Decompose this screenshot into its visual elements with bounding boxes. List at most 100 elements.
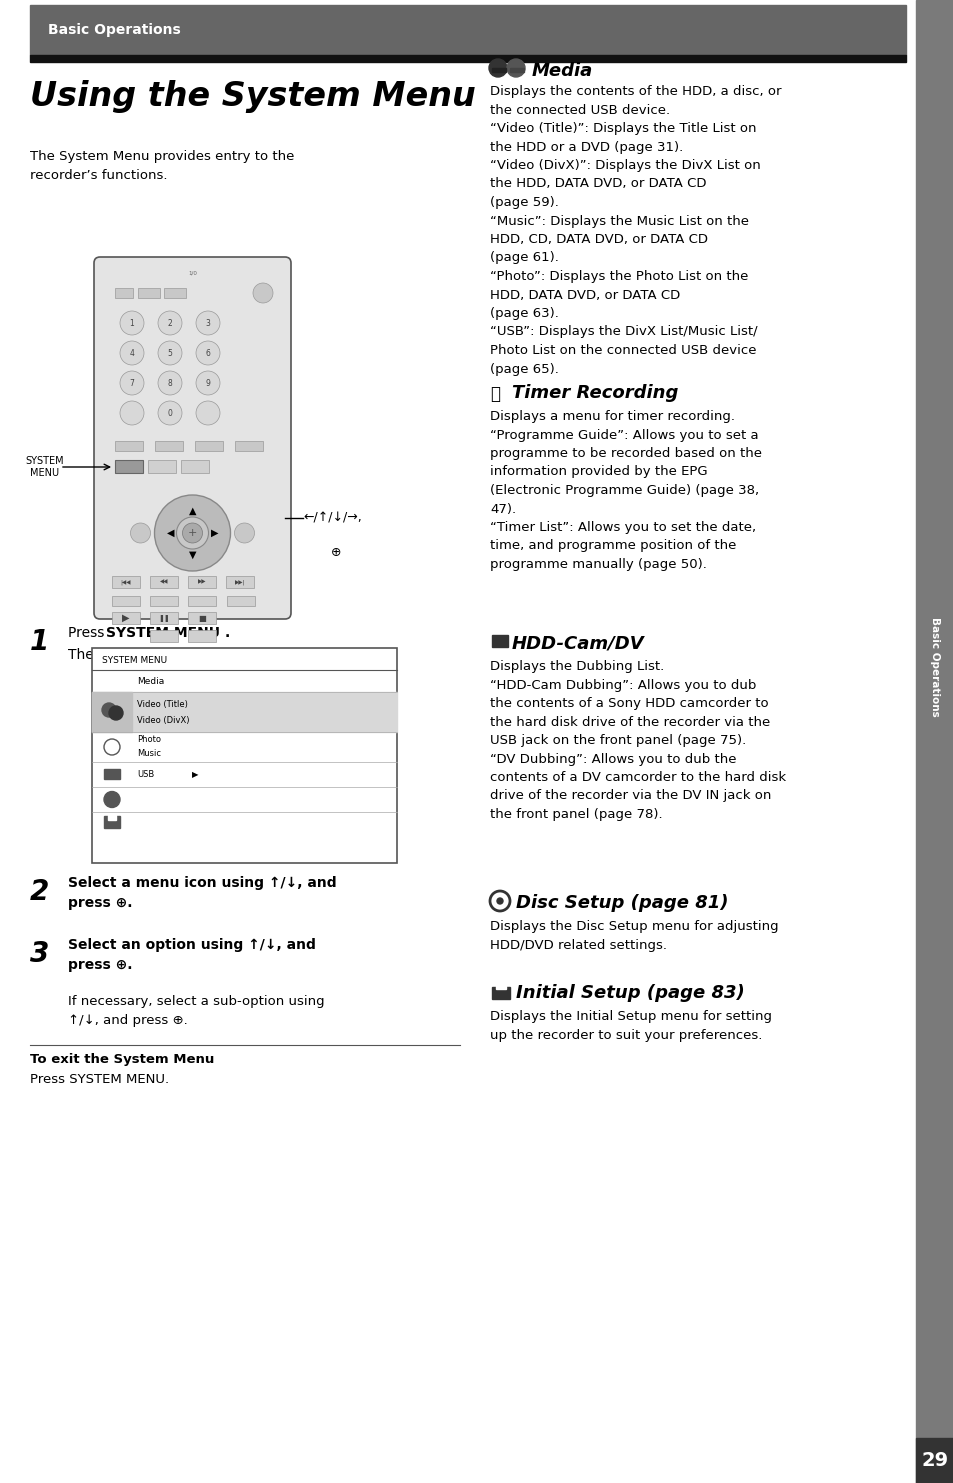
Text: Displays the Initial Setup menu for setting
up the recorder to suit your prefere: Displays the Initial Setup menu for sett… bbox=[490, 1010, 771, 1041]
Circle shape bbox=[104, 792, 120, 808]
Circle shape bbox=[182, 523, 202, 543]
Bar bbox=[188, 575, 215, 587]
Text: Select a menu icon using ↑/↓, and
press ⊕.: Select a menu icon using ↑/↓, and press … bbox=[68, 876, 336, 909]
Text: If necessary, select a sub-option using
↑/↓, and press ⊕.: If necessary, select a sub-option using … bbox=[68, 995, 324, 1028]
Text: Timer Recording: Timer Recording bbox=[512, 384, 678, 402]
Text: The System Menu provides entry to the
recorder’s functions.: The System Menu provides entry to the re… bbox=[30, 150, 294, 182]
Text: ⏲: ⏲ bbox=[490, 386, 499, 403]
Bar bbox=[112, 596, 140, 607]
Circle shape bbox=[102, 703, 116, 716]
Bar bbox=[150, 575, 178, 587]
Text: |◀◀: |◀◀ bbox=[121, 580, 132, 584]
Bar bbox=[164, 288, 186, 298]
Circle shape bbox=[154, 495, 231, 571]
Text: ←/↑/↓/→,: ←/↑/↓/→, bbox=[303, 512, 361, 525]
Circle shape bbox=[506, 59, 524, 77]
Circle shape bbox=[109, 706, 123, 721]
Text: ◀: ◀ bbox=[167, 528, 174, 538]
Bar bbox=[227, 596, 254, 607]
Text: 1: 1 bbox=[130, 319, 134, 328]
Text: 6: 6 bbox=[205, 349, 211, 357]
Bar bbox=[30, 4, 905, 55]
Circle shape bbox=[120, 341, 144, 365]
Circle shape bbox=[234, 523, 254, 543]
Text: 9: 9 bbox=[205, 378, 211, 387]
Bar bbox=[234, 440, 263, 451]
Circle shape bbox=[195, 400, 220, 426]
Text: ▶▶: ▶▶ bbox=[197, 580, 206, 584]
Circle shape bbox=[176, 518, 209, 549]
Text: ▲: ▲ bbox=[189, 506, 196, 516]
Circle shape bbox=[253, 283, 273, 303]
Bar bbox=[115, 460, 143, 473]
Bar bbox=[188, 612, 215, 624]
Text: ▶: ▶ bbox=[192, 770, 198, 779]
Bar bbox=[115, 288, 132, 298]
Circle shape bbox=[195, 371, 220, 394]
Text: To exit the System Menu: To exit the System Menu bbox=[30, 1053, 214, 1066]
Text: .: . bbox=[225, 626, 230, 641]
Text: 2: 2 bbox=[168, 319, 172, 328]
Bar bbox=[492, 988, 510, 1000]
Bar bbox=[188, 630, 215, 642]
Text: Initial Setup (page 83): Initial Setup (page 83) bbox=[516, 985, 744, 1003]
Text: Photo: Photo bbox=[137, 736, 161, 744]
Text: Disc Setup (page 81): Disc Setup (page 81) bbox=[516, 894, 728, 912]
Text: +: + bbox=[188, 528, 197, 538]
Text: Press: Press bbox=[68, 626, 109, 641]
Bar bbox=[91, 648, 396, 863]
FancyBboxPatch shape bbox=[94, 257, 291, 618]
Text: ⊕: ⊕ bbox=[331, 547, 341, 559]
Text: Press SYSTEM MENU.: Press SYSTEM MENU. bbox=[30, 1074, 169, 1086]
Text: 7: 7 bbox=[130, 378, 134, 387]
Circle shape bbox=[158, 311, 182, 335]
Text: Basic Operations: Basic Operations bbox=[48, 24, 180, 37]
Circle shape bbox=[158, 341, 182, 365]
Bar bbox=[492, 68, 505, 73]
Bar bbox=[30, 55, 905, 62]
Text: SYSTEM
MENU: SYSTEM MENU bbox=[26, 455, 64, 478]
Text: ▶: ▶ bbox=[122, 612, 130, 623]
Text: Select an option using ↑/↓, and
press ⊕.: Select an option using ↑/↓, and press ⊕. bbox=[68, 939, 315, 971]
Text: 29: 29 bbox=[921, 1450, 947, 1470]
Text: SYSTEM MENU: SYSTEM MENU bbox=[106, 626, 220, 641]
Text: ❚❚: ❚❚ bbox=[158, 614, 170, 621]
Text: USB: USB bbox=[137, 770, 154, 779]
Text: Displays a menu for timer recording.
“Programme Guide”: Allows you to set a
prog: Displays a menu for timer recording. “Pr… bbox=[490, 409, 761, 571]
Bar bbox=[496, 980, 505, 989]
Bar bbox=[181, 460, 209, 473]
Circle shape bbox=[131, 523, 151, 543]
Circle shape bbox=[120, 311, 144, 335]
Text: Media: Media bbox=[532, 62, 593, 80]
Bar bbox=[104, 768, 120, 779]
Circle shape bbox=[497, 899, 502, 905]
Text: 2: 2 bbox=[30, 878, 50, 906]
Bar bbox=[194, 440, 223, 451]
Circle shape bbox=[195, 311, 220, 335]
Bar bbox=[108, 814, 116, 820]
Bar bbox=[138, 288, 160, 298]
Circle shape bbox=[489, 59, 506, 77]
Bar bbox=[492, 635, 507, 647]
Bar bbox=[104, 816, 120, 828]
Text: The System Menu appears.: The System Menu appears. bbox=[68, 648, 257, 661]
Text: Video (DivX): Video (DivX) bbox=[137, 715, 190, 725]
Bar bbox=[150, 596, 178, 607]
Bar bbox=[154, 440, 183, 451]
Circle shape bbox=[158, 400, 182, 426]
Bar bbox=[188, 596, 215, 607]
Text: Displays the Dubbing List.
“HDD-Cam Dubbing”: Allows you to dub
the contents of : Displays the Dubbing List. “HDD-Cam Dubb… bbox=[490, 660, 785, 822]
Bar bbox=[112, 612, 140, 624]
Text: SYSTEM MENU: SYSTEM MENU bbox=[102, 655, 167, 664]
Bar bbox=[915, 1439, 953, 1483]
Text: ◀◀: ◀◀ bbox=[159, 580, 168, 584]
Bar bbox=[510, 68, 523, 73]
Text: Using the System Menu: Using the System Menu bbox=[30, 80, 476, 113]
Text: HDD-Cam/DV: HDD-Cam/DV bbox=[512, 635, 644, 653]
Text: Basic Operations: Basic Operations bbox=[929, 617, 939, 718]
Text: ▼: ▼ bbox=[189, 550, 196, 561]
Circle shape bbox=[120, 400, 144, 426]
Text: Displays the contents of the HDD, a disc, or
the connected USB device.
“Video (T: Displays the contents of the HDD, a disc… bbox=[490, 85, 781, 375]
Bar bbox=[150, 630, 178, 642]
Circle shape bbox=[195, 341, 220, 365]
